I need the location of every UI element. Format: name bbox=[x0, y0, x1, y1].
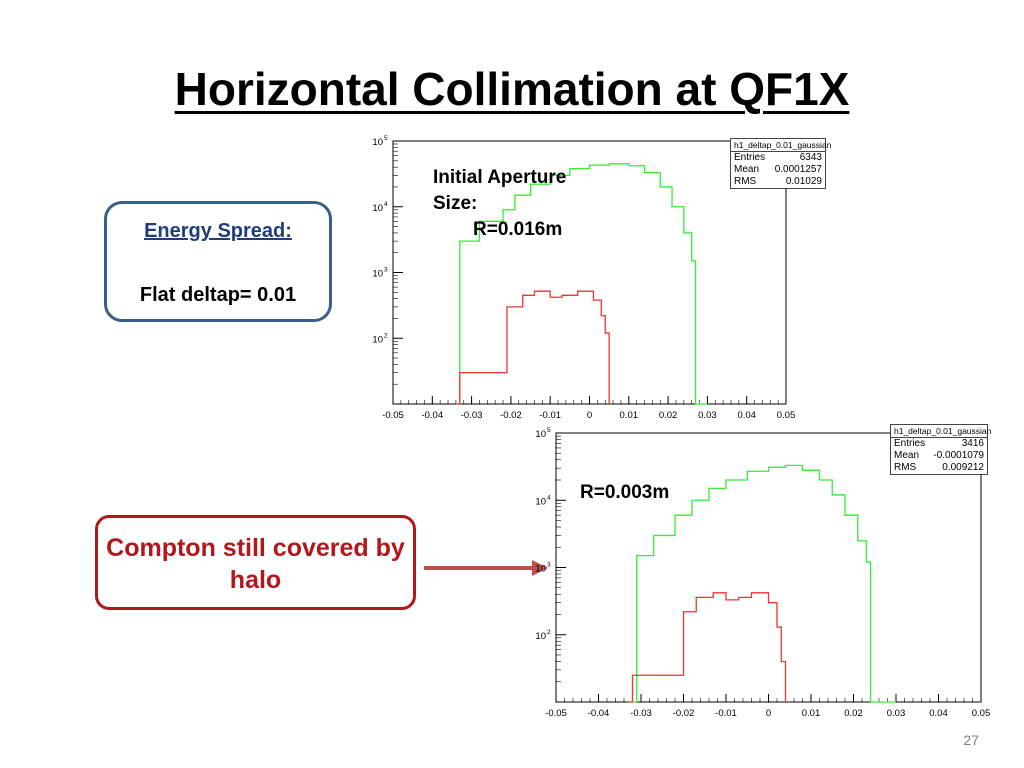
stats-row-rms: RMS 0.009212 bbox=[894, 462, 984, 473]
green-series-line bbox=[455, 163, 708, 405]
x-tick-label: 0.01 bbox=[620, 410, 639, 421]
y-tick-exponent: 4 bbox=[384, 201, 388, 208]
y-tick-label: 10 bbox=[535, 429, 546, 440]
x-tick-label: -0.02 bbox=[500, 410, 522, 421]
x-tick-label: 0 bbox=[766, 708, 771, 719]
compton-callout-box: Compton still covered by halo bbox=[95, 515, 416, 610]
x-tick-label: 0.04 bbox=[929, 708, 948, 719]
x-tick-label: 0 bbox=[587, 410, 592, 421]
y-tick-label: 10 bbox=[535, 496, 546, 507]
red-series-line bbox=[455, 290, 610, 405]
x-tick-label: -0.05 bbox=[545, 708, 567, 719]
x-tick-label: 0.02 bbox=[844, 708, 863, 719]
energy-spread-box: Energy Spread: Flat deltap= 0.01 bbox=[104, 201, 332, 322]
y-tick-exponent: 3 bbox=[547, 562, 551, 569]
y-tick-label: 10 bbox=[372, 334, 383, 345]
x-tick-label: 0.03 bbox=[698, 410, 717, 421]
y-tick-label: 10 bbox=[535, 564, 546, 575]
x-tick-label: 0.03 bbox=[887, 708, 906, 719]
stats-row-mean: Mean 0.0001257 bbox=[734, 164, 822, 175]
slide-title: Horizontal Collimation at QF1X bbox=[174, 63, 850, 115]
x-tick-label: -0.04 bbox=[588, 708, 610, 719]
stats-row-mean: Mean -0.0001079 bbox=[894, 450, 984, 461]
callout-arrow bbox=[424, 560, 548, 576]
red-series-line bbox=[628, 592, 787, 703]
green-series-line bbox=[628, 464, 896, 703]
x-tick-label: -0.04 bbox=[421, 410, 443, 421]
y-tick-label: 10 bbox=[535, 631, 546, 642]
x-tick-label: 0.02 bbox=[659, 410, 678, 421]
x-tick-label: -0.02 bbox=[673, 708, 695, 719]
y-tick-exponent: 2 bbox=[547, 629, 551, 636]
annotation-radius: R=0.003m bbox=[580, 482, 670, 503]
y-tick-exponent: 5 bbox=[384, 135, 388, 142]
histogram-initial-aperture: -0.05 -0.04 -0.03 -0.02 -0.01 0 0.01 0.02 0.03 0.… bbox=[368, 135, 831, 421]
x-tick-label: -0.01 bbox=[715, 708, 737, 719]
histogram-r-0003: -0.05 -0.04 -0.03 -0.02 -0.01 0 0.01 0.02 0.03 0.… bbox=[528, 424, 993, 719]
x-tick-label: 0.01 bbox=[802, 708, 821, 719]
x-tick-label: -0.03 bbox=[461, 410, 483, 421]
x-tick-label: -0.03 bbox=[630, 708, 652, 719]
x-tick-label: 0.05 bbox=[777, 410, 796, 421]
x-tick-label: -0.05 bbox=[382, 410, 404, 421]
histogram-r-0003-svg: -0.05 -0.04 -0.03 -0.02 -0.01 0 0.01 0.02 0.03 0.… bbox=[535, 427, 991, 719]
stats-histogram-name: h1_deltap_0.01_gaussian bbox=[731, 139, 831, 152]
histogram-initial-aperture-svg: -0.05 -0.04 -0.03 -0.02 -0.01 0 0.01 0.02 0.03 0.… bbox=[372, 135, 796, 421]
annotation-initial-aperture: Initial Aperture Size: R=0.016m bbox=[433, 167, 567, 240]
y-tick-exponent: 5 bbox=[547, 427, 551, 434]
stats-row-entries: Entries 6343 bbox=[734, 152, 822, 163]
y-tick-label: 10 bbox=[372, 203, 383, 214]
stats-box-collimated: h1_deltap_0.01_gaussian Entries 3416 Mean… bbox=[890, 424, 991, 475]
stats-histogram-name: h1_deltap_0.01_gaussian bbox=[891, 425, 991, 438]
y-tick-exponent: 4 bbox=[547, 494, 551, 501]
y-tick-exponent: 2 bbox=[384, 332, 388, 339]
energy-spread-value: Flat deltap= 0.01 bbox=[139, 284, 297, 306]
x-tick-label: 0.04 bbox=[737, 410, 756, 421]
stats-box-initial: h1_deltap_0.01_gaussian Entries 6343 Mean… bbox=[730, 138, 831, 189]
y-tick-exponent: 3 bbox=[384, 267, 388, 274]
stats-row-entries: Entries 3416 bbox=[894, 438, 984, 449]
x-tick-label: 0.05 bbox=[972, 708, 991, 719]
x-tick-label: -0.01 bbox=[539, 410, 561, 421]
compton-callout-text: Compton still covered by halo bbox=[106, 534, 405, 594]
slide-number: 27 bbox=[963, 732, 979, 748]
y-tick-label: 10 bbox=[372, 137, 383, 148]
stats-row-rms: RMS 0.01029 bbox=[734, 176, 822, 187]
energy-spread-heading: Energy Spread: bbox=[144, 220, 292, 242]
y-tick-label: 10 bbox=[372, 269, 383, 280]
